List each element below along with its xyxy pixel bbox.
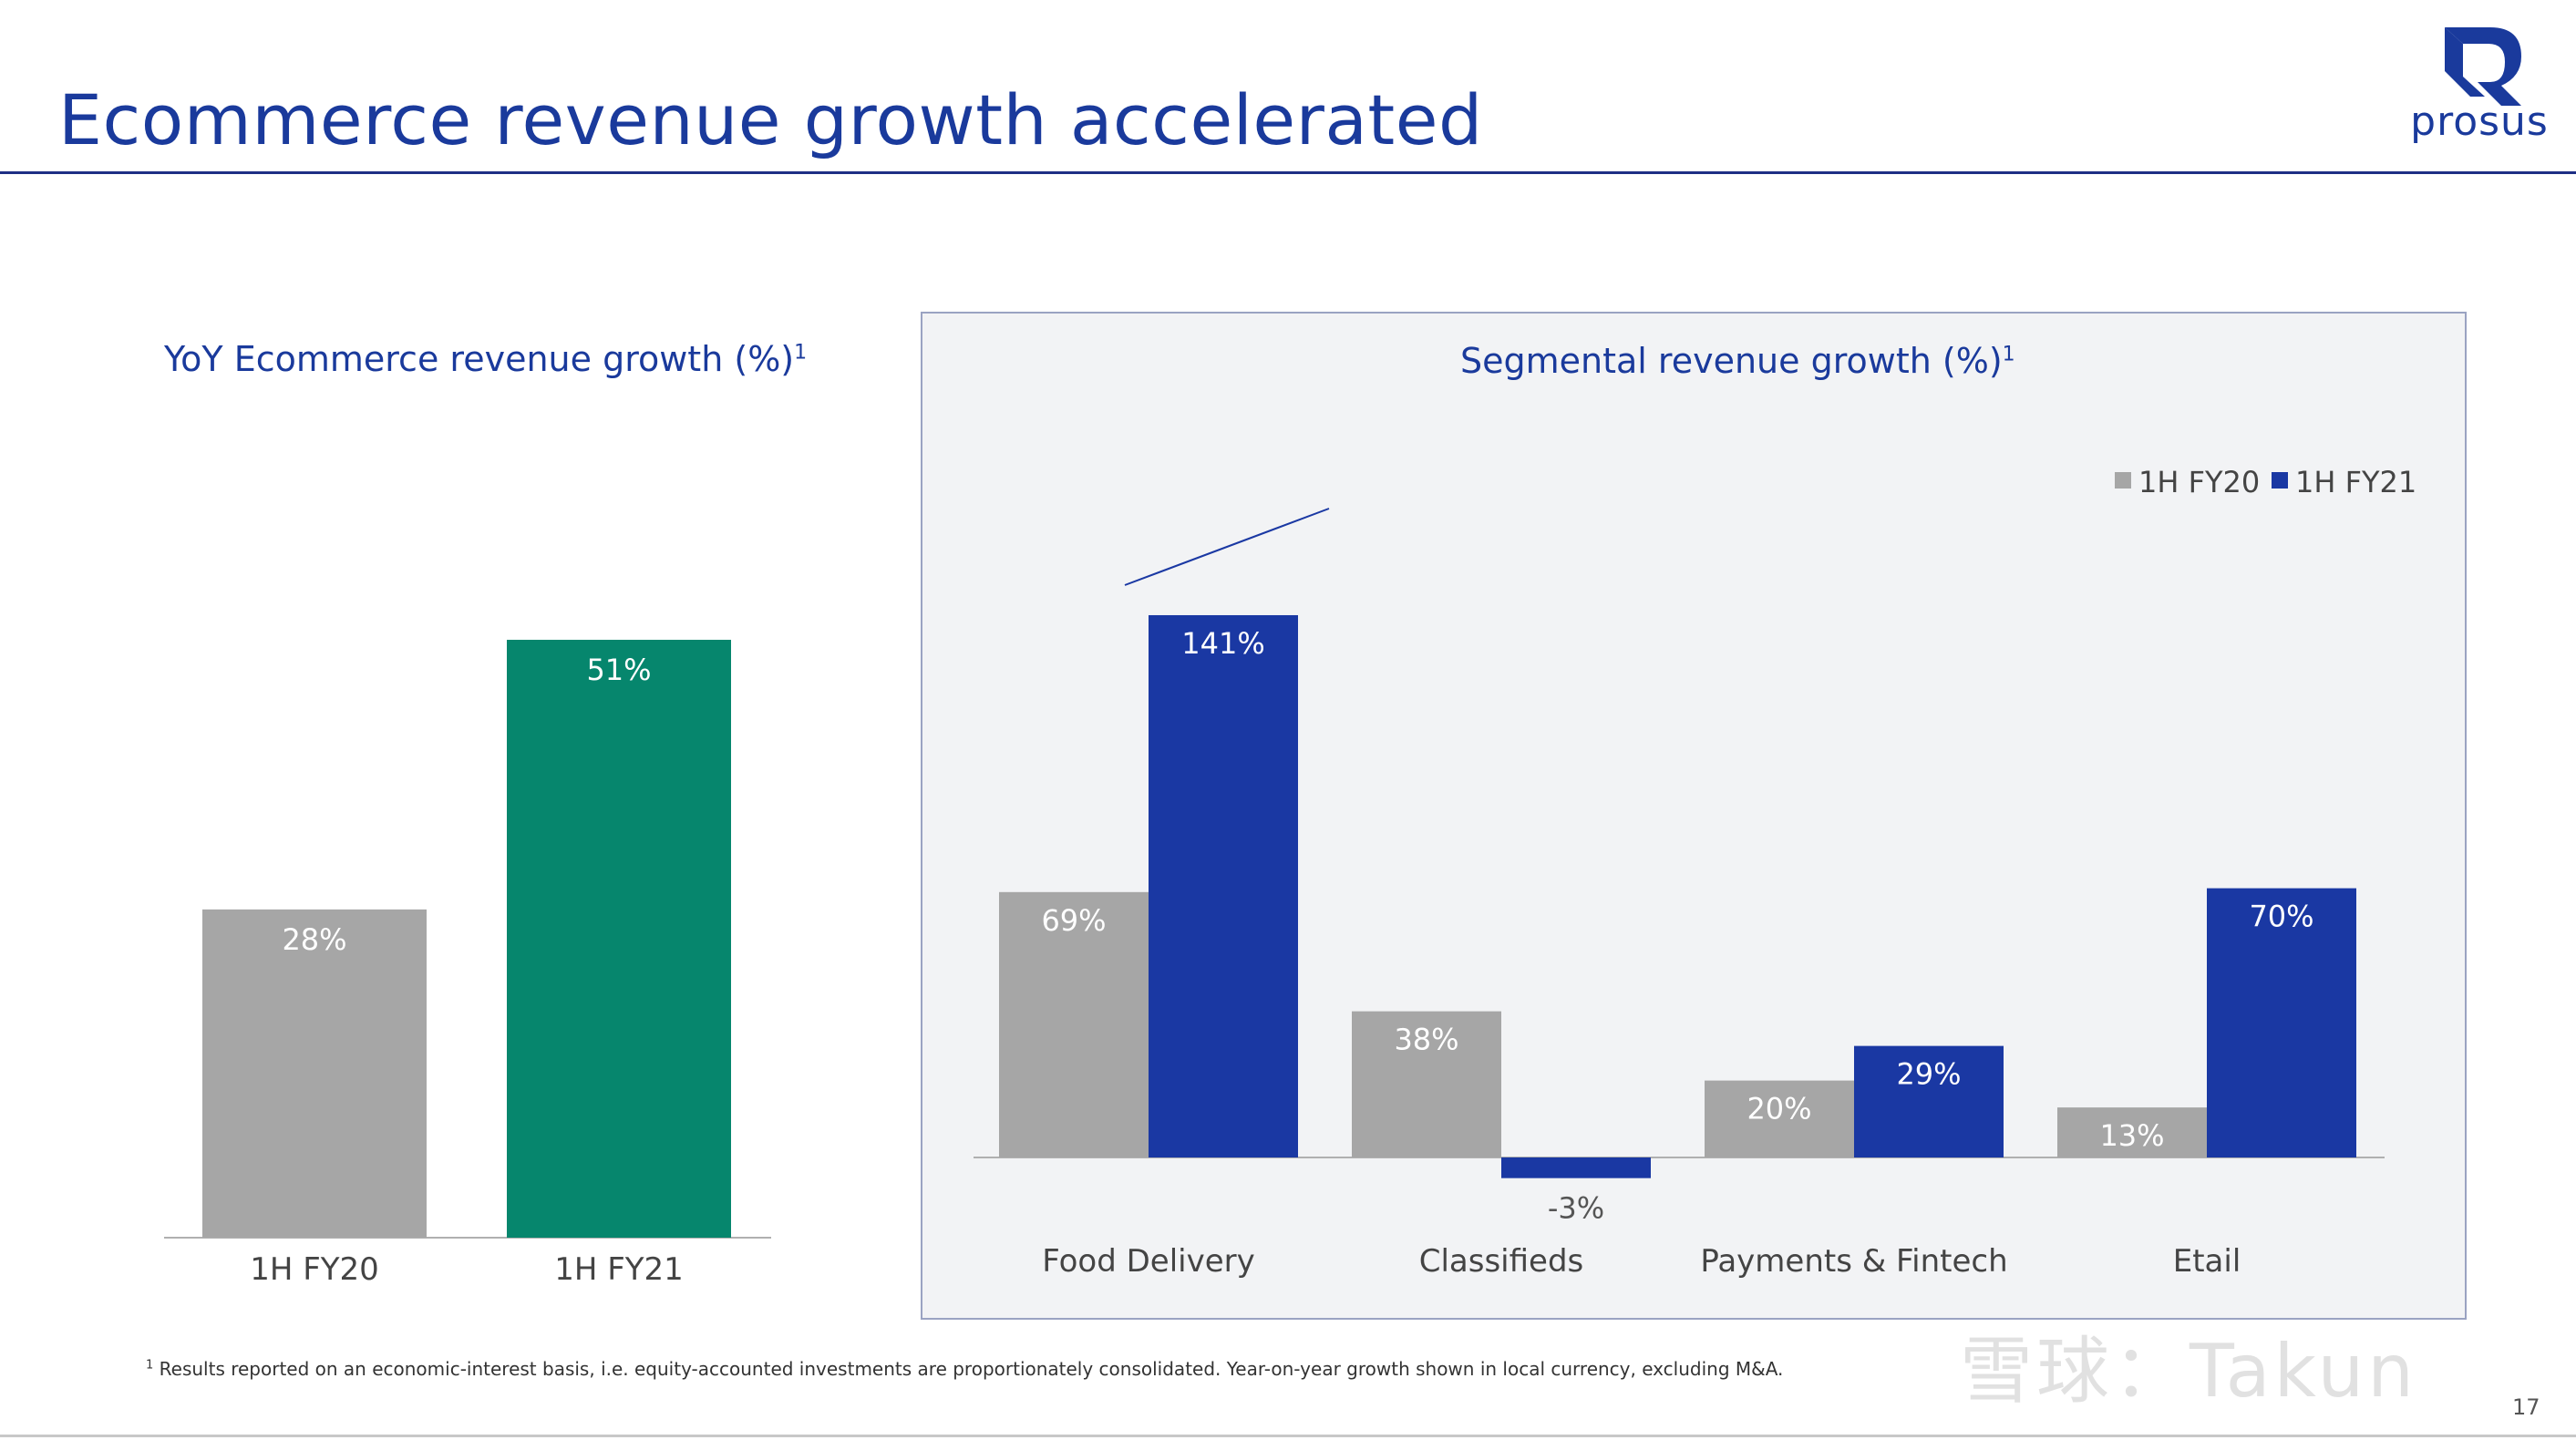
logo-wordmark: prosus [2410,98,2549,145]
right-bar-data-label: 38% [1394,1023,1458,1057]
right-x-tick-label: Classifieds [1419,1243,1584,1280]
right-x-tick-label: Food Delivery [1042,1243,1254,1280]
footnote-text: Results reported on an economic-interest… [159,1358,1784,1380]
right-bar-data-label: 69% [1041,903,1106,938]
right-chart-title-sup: 1 [2002,343,2015,366]
right-bar-payments-fintech-1h-fy21 [1854,1045,2004,1157]
legend-swatch-1h-fy21 [2272,472,2288,489]
right-x-tick-label: Payments & Fintech [1700,1243,2007,1280]
left-x-tick-label: 1H FY20 [250,1251,379,1288]
right-bar-data-label: 13% [2099,1118,2164,1153]
right-bar-etail-1h-fy21 [2207,888,2356,1157]
axis-break-mark [1124,508,1330,586]
prosus-logo-icon [2445,27,2521,106]
right-bar-data-label: 70% [2249,900,2313,934]
right-bar-etail-1h-fy20 [2057,1107,2207,1157]
right-bar-payments-fintech-1h-fy20 [1705,1080,1854,1157]
left-bar-data-label: 28% [282,922,346,957]
bottom-divider [0,1435,2576,1437]
footnote-marker: 1 [146,1358,154,1373]
right-bar-classifieds-1h-fy21 [1501,1157,1651,1178]
left-x-tick-label: 1H FY21 [554,1251,684,1288]
right-bar-data-label: 141% [1181,626,1264,661]
legend-label: 1H FY20 [2138,465,2260,499]
right-bar-data-label: -3% [1548,1191,1604,1226]
right-bar-data-label: 20% [1747,1092,1811,1126]
left-chart-title-text: YoY Ecommerce revenue growth (%) [164,339,795,379]
page-number: 17 [2512,1394,2540,1420]
left-bar-data-label: 51% [586,653,651,687]
footnote: 1 Results reported on an economic-intere… [146,1358,1783,1380]
watermark: 雪球：Takun [1960,1329,2417,1414]
right-x-tick-label: Etail [2173,1243,2241,1280]
right-bar-food-delivery-1h-fy20 [999,891,1149,1157]
legend-label: 1H FY21 [2295,465,2416,499]
right-bar-data-label: 29% [1896,1057,1961,1092]
right-bar-classifieds-1h-fy20 [1352,1011,1501,1157]
left-bar-1h-fy21 [507,640,731,1238]
right-chart-title: Segmental revenue growth (%)1 [1460,341,2015,381]
page-title: Ecommerce revenue growth accelerated [58,79,1483,160]
right-bar-food-delivery-1h-fy21 [1149,614,1298,1157]
left-chart-title: YoY Ecommerce revenue growth (%)1 [164,339,807,379]
title-divider [0,171,2576,174]
right-chart-title-text: Segmental revenue growth (%) [1460,341,2003,381]
left-bar-1h-fy20 [202,909,427,1238]
left-chart-title-sup: 1 [794,341,808,365]
legend-swatch-1h-fy20 [2115,472,2131,489]
